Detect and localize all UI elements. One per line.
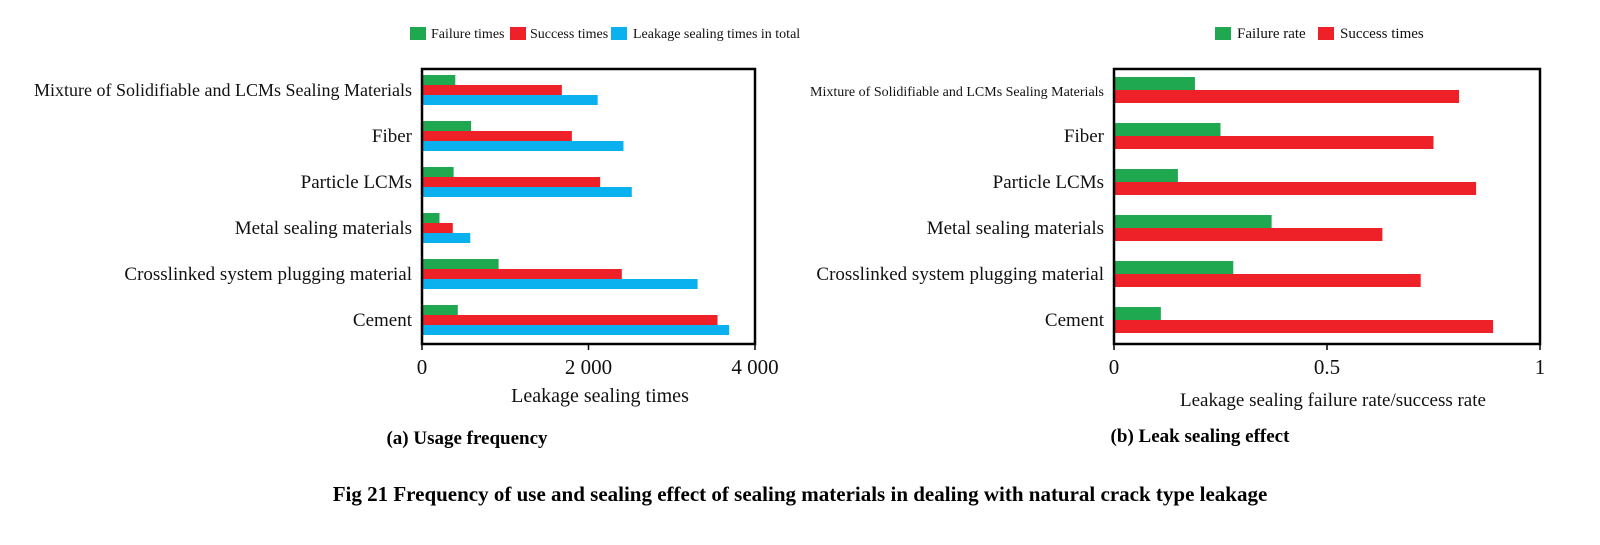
x-tick-label-b-2: 0.5	[1314, 355, 1340, 379]
bar-a-1-3	[422, 167, 454, 177]
bar-b-1-3	[1114, 169, 1178, 182]
x-tick-label-a-3: 4 000	[731, 355, 778, 379]
legend-label-b-1: Failure rate	[1237, 26, 1306, 42]
category-label-b-5: Crosslinked system plugging material	[816, 264, 1104, 285]
bar-a-2-5	[422, 269, 622, 279]
legend-swatch-b-2	[1318, 27, 1334, 40]
category-label-b-2: Fiber	[1064, 126, 1105, 147]
category-label-a-4: Metal sealing materials	[235, 218, 412, 239]
plot-frame-b	[1112, 67, 1542, 346]
category-label-b-4: Metal sealing materials	[927, 218, 1104, 239]
bar-b-2-1	[1114, 90, 1460, 103]
plot-frame-a	[420, 67, 757, 346]
bar-a-2-3	[422, 177, 601, 187]
bar-b-2-3	[1114, 182, 1477, 195]
category-label-a-5: Crosslinked system plugging material	[124, 264, 412, 285]
bar-b-2-4	[1114, 228, 1383, 241]
category-label-a-3: Particle LCMs	[301, 172, 412, 193]
bar-b-2-6	[1114, 320, 1494, 333]
category-label-a-1: Mixture of Solidifiable and LCMs Sealing…	[34, 80, 412, 100]
x-tick-label-a-2: 2 000	[565, 355, 612, 379]
x-tick-label-b-3: 1	[1535, 355, 1546, 379]
category-label-b-1: Mixture of Solidifiable and LCMs Sealing…	[810, 85, 1104, 100]
bar-b-1-2	[1114, 123, 1221, 136]
category-label-a-6: Cement	[353, 310, 413, 331]
legend-swatch-a-2	[510, 27, 526, 40]
bar-a-1-5	[422, 259, 499, 269]
legend-swatch-a-3	[611, 27, 627, 40]
bar-a-1-2	[422, 121, 472, 131]
legend-swatch-b-1	[1215, 27, 1231, 40]
bar-a-3-1	[422, 95, 598, 105]
bar-a-2-2	[422, 131, 572, 141]
x-tick-label-b-1: 0	[1109, 355, 1120, 379]
chart-subtitle-b: (b) Leak sealing effect	[1111, 426, 1291, 447]
bar-a-3-3	[422, 187, 632, 197]
bar-b-1-4	[1114, 215, 1272, 228]
legend-label-a-1: Failure times	[431, 27, 505, 42]
legend-label-a-2: Success times	[530, 27, 608, 42]
x-axis-title-a: Leakage sealing times	[511, 385, 689, 407]
bar-a-3-6	[422, 325, 730, 335]
bar-a-1-6	[422, 305, 458, 315]
bar-a-2-1	[422, 85, 562, 95]
bar-a-3-5	[422, 279, 698, 289]
category-label-a-2: Fiber	[372, 126, 413, 147]
bar-a-1-4	[422, 213, 440, 223]
legend-label-a-3: Leakage sealing times in total	[633, 27, 800, 42]
bar-b-2-5	[1114, 274, 1421, 287]
bar-a-2-6	[422, 315, 718, 325]
legend-label-b-2: Success times	[1340, 26, 1424, 42]
legend-swatch-a-1	[410, 27, 426, 40]
bar-a-2-4	[422, 223, 453, 233]
bar-b-2-2	[1114, 136, 1434, 149]
x-tick-label-a-1: 0	[417, 355, 428, 379]
category-label-b-3: Particle LCMs	[993, 172, 1104, 193]
figure-caption: Fig 21 Frequency of use and sealing effe…	[332, 482, 1268, 506]
bar-a-3-2	[422, 141, 624, 151]
bar-b-1-6	[1114, 307, 1161, 320]
bar-a-3-4	[422, 233, 471, 243]
bar-b-1-5	[1114, 261, 1234, 274]
x-axis-title-b: Leakage sealing failure rate/success rat…	[1180, 390, 1486, 411]
category-label-b-6: Cement	[1045, 310, 1105, 331]
chart-subtitle-a: (a) Usage frequency	[386, 428, 548, 449]
bar-b-1-1	[1114, 77, 1195, 90]
bar-a-1-1	[422, 75, 456, 85]
